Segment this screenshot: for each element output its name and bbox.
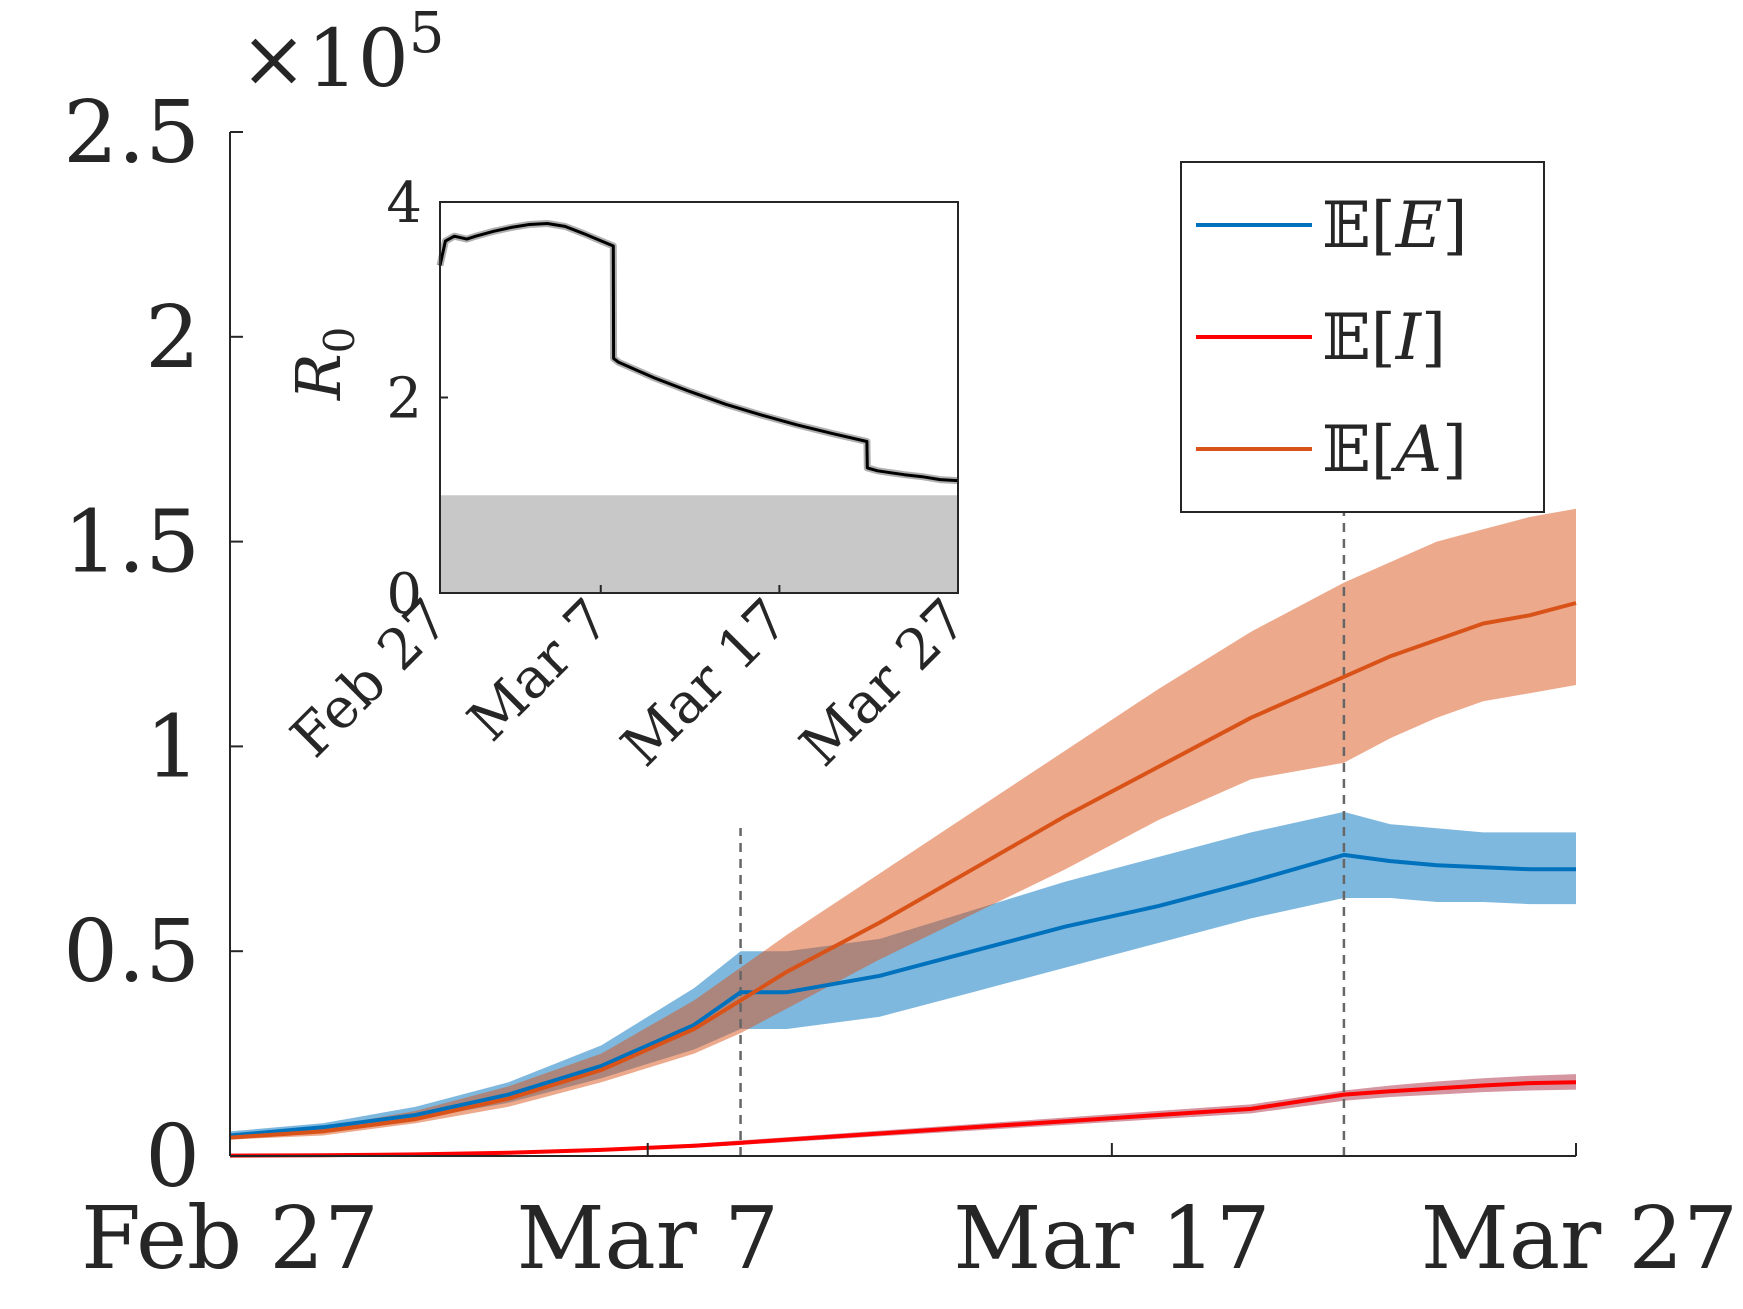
legend-label: 𝔼[A] xyxy=(1322,413,1467,487)
x-tick-label: Feb 27 xyxy=(81,1189,379,1289)
line-series-2 xyxy=(229,601,1577,1140)
inset-x-tick-label: Mar 17 xyxy=(609,587,801,779)
legend: 𝔼[E] 𝔼[I] 𝔼[A] xyxy=(1180,161,1545,513)
line-series-1 xyxy=(229,1080,1577,1158)
y-tick-label: 0 xyxy=(145,1107,200,1207)
r0-line xyxy=(438,222,959,483)
x-tick-label: Mar 7 xyxy=(516,1189,779,1289)
main-series-lines xyxy=(229,601,1577,1158)
inset-y-tick-label: 0 xyxy=(386,562,422,627)
x-tick-label: Mar 17 xyxy=(953,1189,1270,1289)
inset-x-tick-label: Feb 27 xyxy=(279,587,462,770)
legend-label: 𝔼[I] xyxy=(1322,301,1446,375)
band-series-2 xyxy=(230,508,1576,1140)
inset-x-tick-label: Mar 27 xyxy=(788,587,980,779)
inset-series-lines xyxy=(436,220,959,485)
inset-y-label: R0 xyxy=(282,327,364,401)
y-multiplier: ×105 xyxy=(240,1,444,105)
main-confidence-bands xyxy=(230,508,1576,1156)
legend-label: 𝔼[E] xyxy=(1322,189,1467,263)
y-tick-label: 2 xyxy=(145,288,200,388)
band-series-0 xyxy=(230,811,1576,1140)
inset-axes xyxy=(439,201,959,594)
inset-x-tick-label: Mar 7 xyxy=(456,587,623,754)
x-tick-label: Mar 27 xyxy=(1421,1189,1738,1289)
inset-threshold-band xyxy=(440,495,958,593)
line-series-0 xyxy=(229,852,1576,1138)
threshold-band xyxy=(440,495,958,593)
inset-y-tick-label: 2 xyxy=(386,367,422,432)
legend-entries: 𝔼[E] 𝔼[I] 𝔼[A] xyxy=(1196,189,1467,487)
y-tick-label: 1.5 xyxy=(63,493,200,593)
main-axes xyxy=(229,131,1577,1157)
inset-y-tick-label: 4 xyxy=(386,171,422,236)
band-series-1 xyxy=(230,1074,1576,1156)
y-tick-label: 2.5 xyxy=(63,83,200,183)
y-tick-label: 0.5 xyxy=(63,902,200,1002)
y-tick-label: 1 xyxy=(145,697,200,797)
